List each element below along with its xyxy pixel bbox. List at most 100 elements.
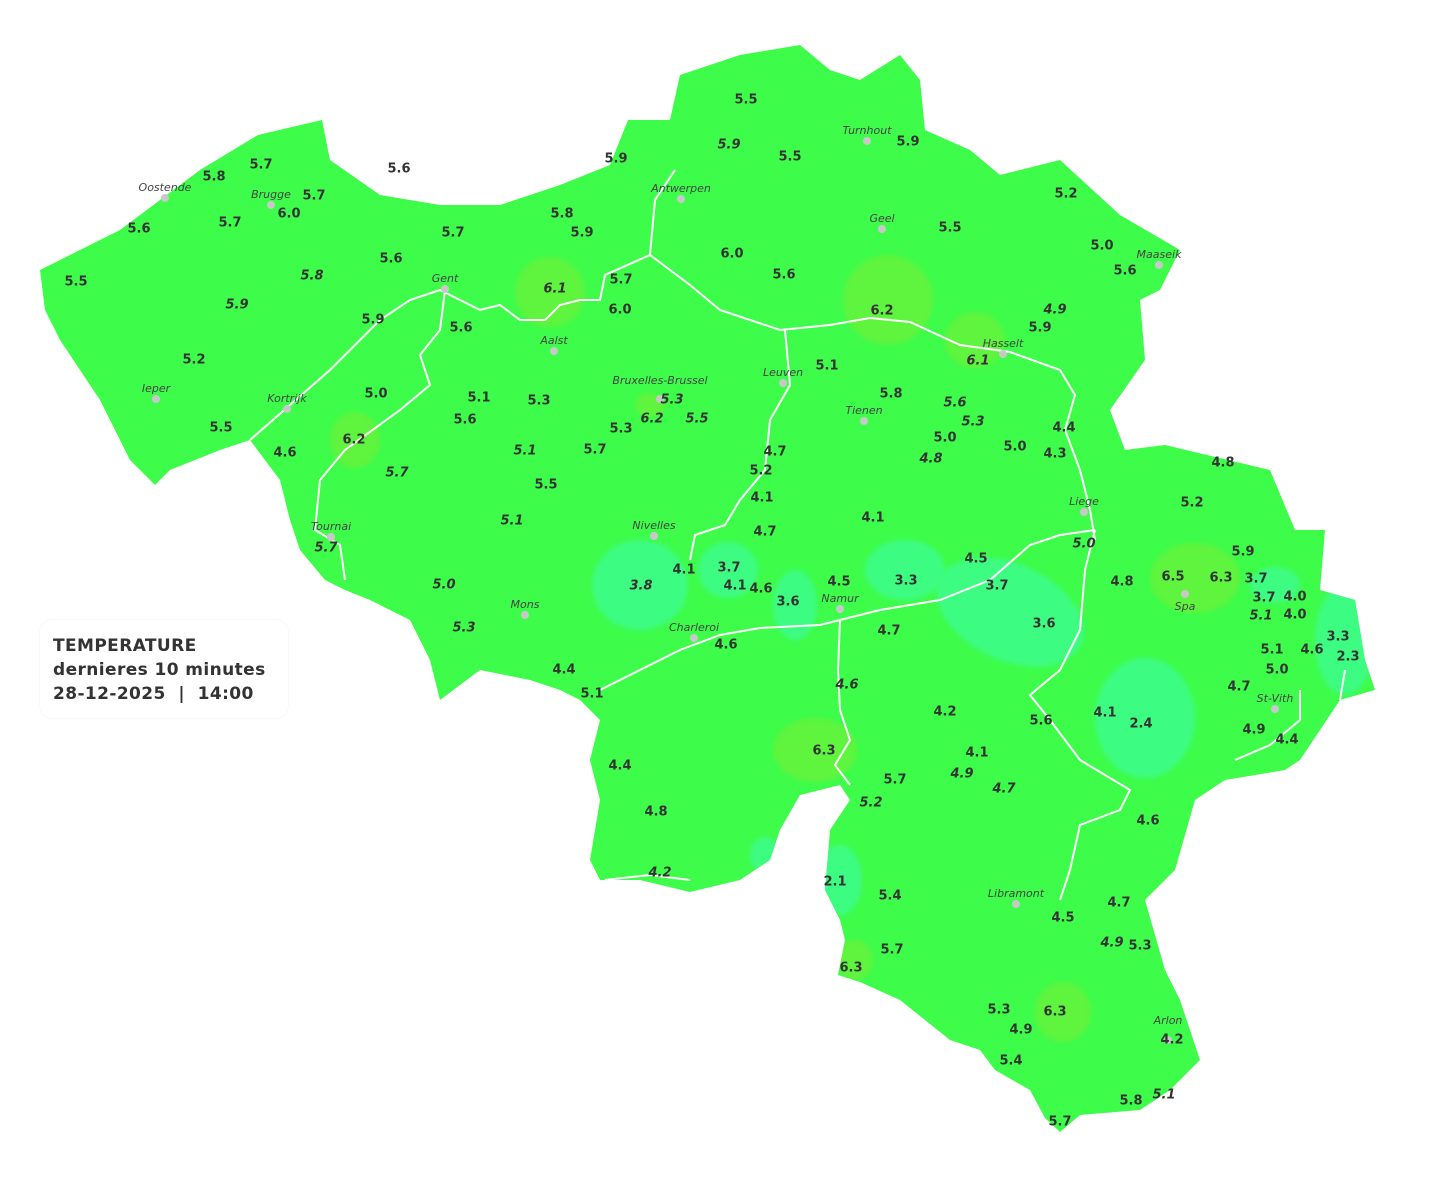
temperature-reading: 5.0 bbox=[1072, 537, 1095, 552]
city-label: Charleroi bbox=[669, 621, 719, 634]
temperature-reading: 6.3 bbox=[839, 961, 862, 976]
temperature-reading: 5.8 bbox=[550, 207, 573, 222]
temperature-reading: 5.2 bbox=[1054, 187, 1077, 202]
temperature-reading: 4.0 bbox=[1283, 590, 1306, 605]
temperature-reading: 6.3 bbox=[812, 744, 835, 759]
temperature-reading: 4.6 bbox=[714, 638, 737, 653]
temperature-reading: 5.3 bbox=[987, 1003, 1010, 1018]
temperature-reading: 4.7 bbox=[1227, 680, 1250, 695]
city-dot bbox=[1080, 508, 1088, 516]
temperature-reading: 3.7 bbox=[985, 579, 1008, 594]
temperature-reading: 3.7 bbox=[717, 561, 740, 576]
city-label: Arlon bbox=[1153, 1014, 1183, 1027]
city-label: Nivelles bbox=[632, 519, 675, 532]
temperature-reading: 5.6 bbox=[449, 321, 472, 336]
city-libramont: Libramont bbox=[988, 887, 1045, 908]
cool-zone bbox=[865, 540, 945, 600]
legend-datetime: 28-12-2025 | 14:00 bbox=[53, 684, 254, 704]
temperature-reading: 4.7 bbox=[877, 624, 900, 639]
city-dot bbox=[521, 611, 529, 619]
temperature-reading: 5.1 bbox=[1249, 609, 1272, 624]
temperature-reading: 5.0 bbox=[432, 578, 455, 593]
temperature-reading: 5.5 bbox=[685, 412, 708, 427]
city-mons: Mons bbox=[511, 598, 540, 619]
city-dot bbox=[161, 194, 169, 202]
cool-zone bbox=[750, 837, 780, 873]
city-dot bbox=[650, 532, 658, 540]
temperature-reading: 5.0 bbox=[933, 431, 956, 446]
temperature-reading: 4.8 bbox=[644, 805, 667, 820]
cool-zone bbox=[1250, 567, 1300, 603]
city-dot bbox=[690, 634, 698, 642]
temperature-reading: 4.5 bbox=[1051, 911, 1074, 926]
temperature-reading: 5.6 bbox=[1113, 264, 1136, 279]
temperature-reading: 2.3 bbox=[1336, 650, 1359, 665]
temperature-reading: 4.3 bbox=[1043, 447, 1066, 462]
city-dot bbox=[836, 605, 844, 613]
temperature-reading: 5.2 bbox=[749, 464, 772, 479]
city-label: Brugge bbox=[251, 188, 291, 201]
temperature-reading: 4.5 bbox=[964, 552, 987, 567]
temperature-reading: 5.0 bbox=[1090, 239, 1113, 254]
temperature-reading: 4.4 bbox=[1052, 421, 1075, 436]
province-border bbox=[1028, 529, 1132, 901]
cool-zone bbox=[773, 570, 817, 640]
temperature-reading: 5.1 bbox=[500, 514, 523, 529]
temperature-reading: 4.6 bbox=[1136, 814, 1159, 829]
temperature-reading: 6.1 bbox=[543, 282, 566, 297]
city-label: Liege bbox=[1069, 495, 1099, 508]
city-dot bbox=[550, 347, 558, 355]
city-tienen: Tienen bbox=[845, 404, 883, 425]
temperature-reading: 3.3 bbox=[894, 574, 917, 589]
temperature-reading: 6.2 bbox=[870, 304, 893, 319]
city-label: St-Vith bbox=[1257, 692, 1294, 705]
province-borders bbox=[249, 169, 1346, 901]
temperature-reading: 4.6 bbox=[273, 446, 296, 461]
temperature-reading: 5.1 bbox=[815, 359, 838, 374]
temperature-reading: 5.2 bbox=[1180, 496, 1203, 511]
temperature-reading: 5.9 bbox=[361, 313, 384, 328]
temperature-reading: 6.2 bbox=[342, 433, 365, 448]
temperature-reading: 4.1 bbox=[750, 491, 773, 506]
temperature-reading: 5.1 bbox=[513, 444, 536, 459]
temperature-reading: 4.8 bbox=[1211, 456, 1234, 471]
warm-zone bbox=[945, 312, 1005, 368]
temperature-reading: 6.3 bbox=[1043, 1005, 1066, 1020]
city-spa: Spa bbox=[1175, 590, 1196, 613]
city-label: Kortrijk bbox=[267, 392, 307, 405]
temperature-reading: 4.1 bbox=[1093, 706, 1116, 721]
temperature-reading: 5.3 bbox=[609, 422, 632, 437]
cool-zone bbox=[818, 845, 862, 915]
temperature-reading: 3.3 bbox=[1326, 630, 1349, 645]
temperature-reading: 5.9 bbox=[604, 152, 627, 167]
temperature-reading: 5.6 bbox=[387, 162, 410, 177]
temperature-reading: 5.6 bbox=[379, 252, 402, 267]
city-label: Maaseik bbox=[1137, 248, 1183, 261]
temperature-reading: 4.9 bbox=[1042, 303, 1066, 318]
temperature-reading: 6.3 bbox=[1209, 571, 1232, 586]
temperature-reading: 4.6 bbox=[749, 582, 772, 597]
cool-zone bbox=[1095, 658, 1195, 778]
city-label: Turnhout bbox=[842, 124, 892, 137]
temperature-reading: 5.6 bbox=[772, 268, 795, 283]
temperature-reading: 4.9 bbox=[1242, 723, 1265, 738]
temperature-reading: 5.3 bbox=[452, 621, 475, 636]
temperature-reading: 4.0 bbox=[1283, 608, 1306, 623]
temperature-reading: 6.2 bbox=[640, 412, 663, 427]
temperature-reading: 4.4 bbox=[608, 759, 631, 774]
province-border bbox=[689, 329, 792, 561]
city-label: Spa bbox=[1175, 600, 1196, 613]
city-dot bbox=[152, 395, 160, 403]
city-dot bbox=[1155, 261, 1163, 269]
temperature-reading: 5.9 bbox=[225, 298, 248, 313]
warm-zone bbox=[1035, 982, 1091, 1042]
temperature-reading: 5.7 bbox=[880, 943, 903, 958]
city-dot bbox=[779, 379, 787, 387]
temperature-reading: 5.8 bbox=[1119, 1094, 1142, 1109]
city-dot bbox=[441, 285, 449, 293]
temperature-reading: 5.5 bbox=[534, 478, 557, 493]
temperature-reading: 4.9 bbox=[1009, 1023, 1032, 1038]
temperature-reading: 4.9 bbox=[949, 767, 973, 782]
warm-zone bbox=[843, 255, 933, 345]
